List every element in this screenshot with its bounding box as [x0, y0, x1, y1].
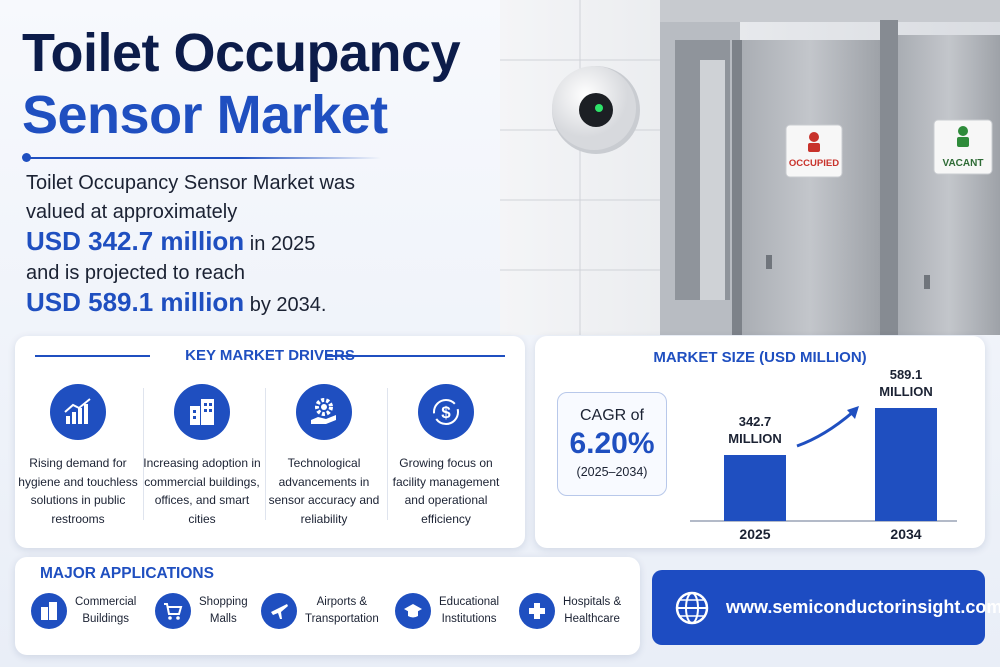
value-label: 589.1 MILLION	[879, 367, 933, 399]
application-line: Airports &	[316, 596, 368, 608]
driver-icon: $	[418, 384, 474, 440]
application-text: Hospitals & Healthcare	[563, 594, 621, 628]
driver-text: Increasing adoption in commercial buildi…	[143, 456, 261, 526]
application-line: Institutions	[441, 613, 497, 625]
x-tick-label: 2025	[739, 526, 771, 542]
application-icon	[155, 593, 191, 629]
cagr-period: (2025–2034)	[576, 465, 648, 479]
driver-item: Technological advancements in sensor acc…	[263, 384, 385, 528]
cagr-label: CAGR of	[579, 407, 644, 424]
divider	[35, 355, 150, 357]
restroom-photo: OCCUPIED VACANT	[500, 0, 1000, 335]
separator	[265, 388, 266, 520]
website-banner[interactable]: www.semiconductorinsight.com	[652, 570, 1000, 645]
sign-text: OCCUPIED	[789, 158, 839, 169]
application-text: Educational Institutions	[439, 594, 499, 628]
website-url[interactable]: www.semiconductorinsight.com	[726, 597, 1000, 617]
driver-item: $ Growing focus on facility management a…	[385, 384, 507, 528]
application-line: Healthcare	[564, 613, 620, 625]
highlight-value: USD 342.7 million	[26, 226, 245, 256]
section-title: KEY MARKET DRIVERS	[185, 347, 355, 364]
driver-icon	[296, 384, 352, 440]
driver-text: Growing focus on facility management and…	[392, 456, 500, 526]
section-title: MAJOR APPLICATIONS	[40, 565, 214, 582]
application-text: Shopping Malls	[199, 594, 248, 628]
application-item: Educational Institutions	[395, 593, 499, 629]
svg-text:$: $	[441, 403, 451, 422]
intro-text: by 2034.	[249, 294, 327, 316]
application-text: Commercial Buildings	[75, 594, 136, 628]
application-icon	[395, 593, 431, 629]
driver-item: Increasing adoption in commercial buildi…	[141, 384, 263, 528]
chart-title: MARKET SIZE (USD MILLION)	[653, 349, 867, 366]
intro-text: in 2025	[249, 233, 316, 255]
divider-dot	[22, 153, 31, 162]
value-label: 342.7 MILLION	[728, 414, 782, 447]
sign-text: VACANT	[943, 158, 984, 169]
application-item: Hospitals & Healthcare	[519, 593, 621, 629]
intro-text: valued at approximately	[26, 201, 238, 223]
application-item: Shopping Malls	[155, 593, 248, 629]
x-tick-label: 2034	[890, 526, 922, 542]
cagr-value: 6.20%	[569, 427, 655, 460]
cagr-box: CAGR of 6.20% (2025–2034)	[557, 392, 667, 496]
application-item: Commercial Buildings	[31, 593, 136, 629]
chart-decor	[690, 406, 957, 522]
applications-panel: MAJOR APPLICATIONS Commercial Buildings S…	[15, 557, 640, 655]
title-line: Toilet Occupancy	[22, 23, 461, 83]
drivers-panel: KEY MARKET DRIVERS Rising demand for hyg…	[15, 336, 525, 548]
driver-text: Rising demand for hygiene and touchless …	[18, 456, 138, 526]
separator	[143, 388, 144, 520]
divider	[325, 355, 505, 357]
driver-text: Technological advancements in sensor acc…	[268, 456, 380, 526]
application-line: Commercial	[75, 596, 137, 608]
globe-icon	[675, 591, 709, 624]
driver-icon	[174, 384, 230, 440]
separator	[387, 388, 388, 520]
application-item: Airports & Transportation	[261, 593, 379, 629]
intro-text: and is projected to reach	[26, 262, 246, 284]
bar	[875, 408, 937, 521]
application-line: Malls	[209, 613, 237, 625]
market-size-panel: MARKET SIZE (USD MILLION) CAGR of 6.20% …	[535, 336, 985, 548]
highlight-value: USD 589.1 million	[26, 287, 245, 317]
application-icon	[519, 593, 555, 629]
title-line: Sensor Market	[22, 85, 388, 145]
photo-illustration: OCCUPIED VACANT	[500, 0, 1000, 335]
application-text: Airports & Transportation	[305, 594, 379, 628]
intro-text: Toilet Occupancy Sensor Market was	[26, 172, 356, 194]
intro-text: USD 342.7 million in 2025	[26, 226, 315, 257]
intro-text: USD 589.1 million by 2034.	[26, 287, 326, 318]
driver-icon	[50, 384, 106, 440]
application-icon	[261, 593, 297, 629]
application-line: Shopping	[199, 596, 248, 608]
application-line: Buildings	[82, 613, 129, 625]
application-line: Hospitals &	[563, 596, 622, 608]
divider	[26, 157, 381, 159]
application-line: Educational	[439, 596, 500, 608]
driver-item: Rising demand for hygiene and touchless …	[17, 384, 139, 528]
application-line: Transportation	[305, 613, 379, 625]
application-icon	[31, 593, 67, 629]
bar	[724, 455, 786, 521]
